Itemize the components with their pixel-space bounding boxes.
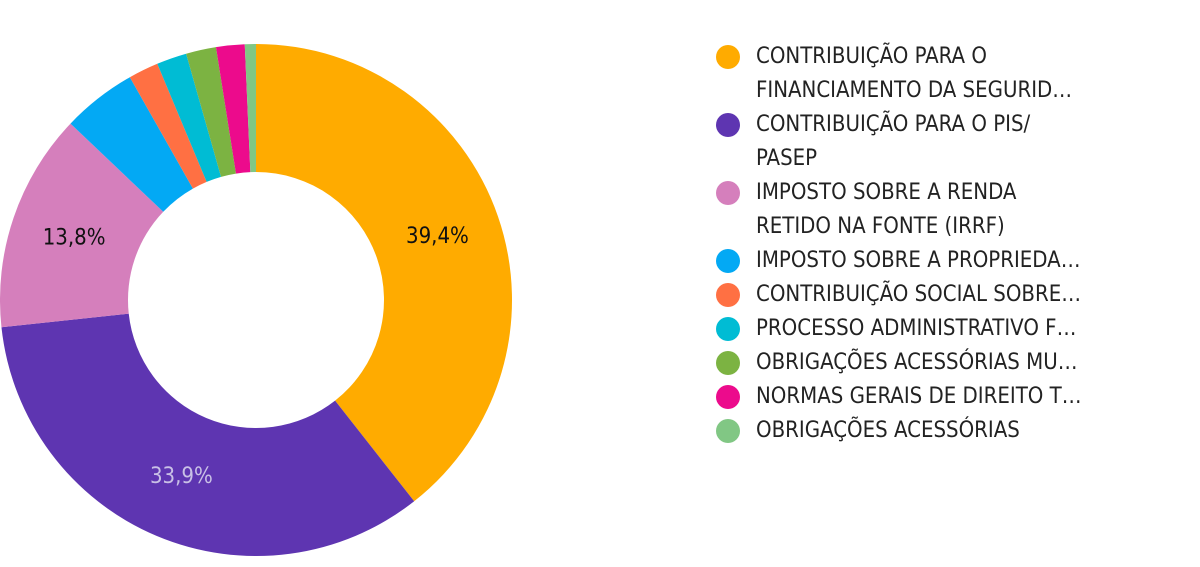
legend-item: CONTRIBUIÇÃO PARA O FINANCIAMENTO DA SEG… bbox=[712, 40, 1192, 108]
slice bbox=[0, 123, 164, 328]
value-label: 33,9% bbox=[150, 464, 213, 489]
legend-label: IMPOSTO SOBRE A RENDA RETIDO NA FONTE (I… bbox=[756, 180, 1017, 239]
legend-marker bbox=[716, 113, 740, 137]
legend-marker bbox=[716, 385, 740, 409]
legend-marker bbox=[716, 283, 740, 307]
chart: 39,4% 33,9% 13,8% bbox=[0, 44, 513, 556]
legend-item: OBRIGAÇÕES ACESSÓRIAS bbox=[712, 414, 1192, 448]
legend-marker bbox=[716, 351, 740, 375]
legend-item: CONTRIBUIÇÃO SOCIAL SOBRE… bbox=[712, 278, 1192, 312]
legend-item: CONTRIBUIÇÃO PARA O PIS/ PASEP bbox=[712, 108, 1192, 176]
legend-label: CONTRIBUIÇÃO PARA O PIS/ PASEP bbox=[756, 112, 1031, 171]
legend-label: CONTRIBUIÇÃO SOCIAL SOBRE… bbox=[756, 282, 1082, 307]
legend-marker bbox=[716, 45, 740, 69]
legend-item: IMPOSTO SOBRE A PROPRIEDA… bbox=[712, 244, 1192, 278]
legend-label: PROCESSO ADMINISTRATIVO F… bbox=[756, 316, 1077, 341]
legend-marker bbox=[716, 419, 740, 443]
slice bbox=[244, 44, 256, 173]
slice bbox=[186, 47, 236, 177]
legend-marker bbox=[716, 249, 740, 273]
legend-label: OBRIGAÇÕES ACESSÓRIAS bbox=[756, 418, 1020, 443]
legend-item: OBRIGAÇÕES ACESSÓRIAS MU… bbox=[712, 346, 1192, 380]
legend-item: IMPOSTO SOBRE A RENDA RETIDO NA FONTE (I… bbox=[712, 176, 1192, 244]
slice bbox=[129, 63, 207, 189]
legend-item: NORMAS GERAIS DE DIREITO T… bbox=[712, 380, 1192, 414]
value-label: 39,4% bbox=[406, 224, 469, 249]
legend-label: IMPOSTO SOBRE A PROPRIEDA… bbox=[756, 248, 1081, 273]
legend-label: CONTRIBUIÇÃO PARA O FINANCIAMENTO DA SEG… bbox=[756, 44, 1073, 103]
slice bbox=[1, 313, 415, 556]
slice bbox=[157, 53, 222, 182]
legend-item: PROCESSO ADMINISTRATIVO F… bbox=[712, 312, 1192, 346]
legend-label: NORMAS GERAIS DE DIREITO T… bbox=[756, 384, 1082, 409]
legend: CONTRIBUIÇÃO PARA O FINANCIAMENTO DA SEG… bbox=[712, 40, 1192, 448]
legend-marker bbox=[716, 181, 740, 205]
slice bbox=[70, 77, 193, 212]
slice bbox=[256, 44, 513, 502]
legend-label: OBRIGAÇÕES ACESSÓRIAS MU… bbox=[756, 350, 1078, 375]
slice bbox=[215, 44, 251, 174]
legend-marker bbox=[716, 317, 740, 341]
value-label: 13,8% bbox=[43, 225, 106, 250]
